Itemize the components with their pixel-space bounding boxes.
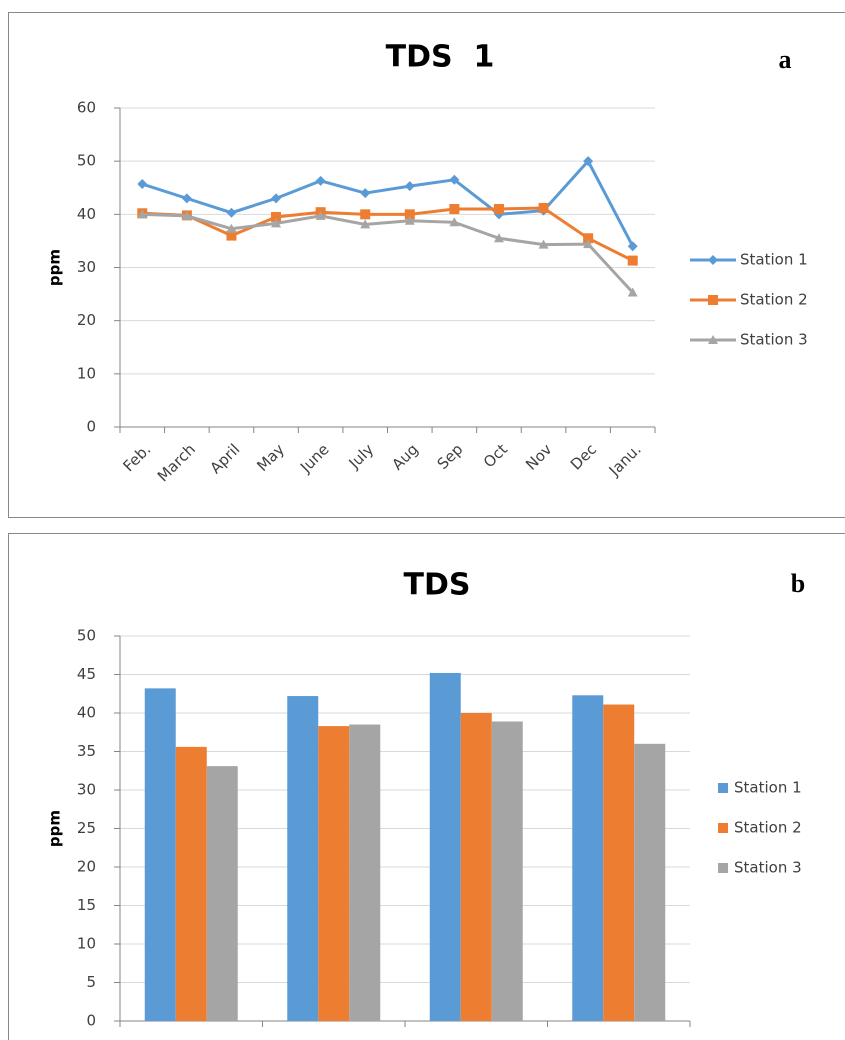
x-tick-label: June xyxy=(296,440,333,477)
marker xyxy=(583,239,594,249)
line xyxy=(141,158,635,247)
y-tick-label: 10 xyxy=(77,935,96,953)
marker xyxy=(404,215,415,225)
x-tick-label: Dec xyxy=(567,440,600,473)
marker xyxy=(449,217,460,227)
bar xyxy=(460,713,492,1021)
y-tick-label: 40 xyxy=(77,205,96,223)
x-tick-label: Sep xyxy=(434,440,467,473)
y-tick-label: 60 xyxy=(77,99,96,117)
marker xyxy=(271,218,282,228)
legend-swatch xyxy=(718,863,728,873)
annotation: a xyxy=(779,45,792,74)
marker xyxy=(404,181,415,192)
bar xyxy=(349,724,381,1021)
y-tick-label: 10 xyxy=(77,364,96,382)
line xyxy=(142,206,634,262)
x-tick-label: Feb. xyxy=(119,440,154,475)
y-tick-label: 5 xyxy=(86,973,96,991)
y-tick-label: 35 xyxy=(77,742,96,760)
marker xyxy=(404,209,415,220)
y-tick-label: 40 xyxy=(77,704,96,722)
bar xyxy=(572,695,604,1021)
marker xyxy=(360,209,371,220)
legend-swatch xyxy=(718,783,728,793)
y-axis-label: ppm xyxy=(46,810,64,847)
x-tick-label: July xyxy=(345,440,378,473)
marker xyxy=(226,223,237,233)
bar xyxy=(634,743,666,1021)
chart-border xyxy=(8,533,845,1040)
x-tick-label: Oct xyxy=(480,440,511,471)
marker xyxy=(315,210,326,220)
y-tick-label: 50 xyxy=(77,152,96,170)
legend-marker xyxy=(708,295,718,305)
marker xyxy=(449,204,460,215)
x-tick-label: Nov xyxy=(522,440,556,474)
y-tick-label: 45 xyxy=(77,665,96,683)
legend-marker xyxy=(708,255,718,265)
marker xyxy=(493,233,504,243)
marker xyxy=(226,207,237,218)
marker xyxy=(226,230,237,241)
legend-label: Station 3 xyxy=(740,331,808,349)
y-tick-label: 30 xyxy=(77,258,96,276)
marker xyxy=(583,156,594,167)
marker xyxy=(137,179,148,190)
bar xyxy=(318,726,350,1021)
y-tick-label: 30 xyxy=(77,781,96,799)
legend-marker xyxy=(708,335,718,344)
marker xyxy=(360,188,371,199)
marker xyxy=(137,209,148,219)
chart-b: TDSbppm05101520253035404550WinterSpringS… xyxy=(8,533,845,1040)
legend-label: Station 3 xyxy=(734,859,802,877)
x-tick-label: March xyxy=(154,440,199,485)
y-tick-label: 50 xyxy=(77,627,96,645)
chart-border xyxy=(8,12,845,518)
annotation: b xyxy=(791,569,805,598)
bar xyxy=(175,746,207,1021)
x-tick-label: April xyxy=(206,440,243,477)
legend-label: Station 1 xyxy=(734,779,802,797)
x-tick-label: Aug xyxy=(388,440,421,473)
y-tick-label: 20 xyxy=(77,311,96,329)
bar xyxy=(491,721,523,1021)
marker xyxy=(181,210,192,220)
marker xyxy=(583,233,594,244)
y-tick-label: 20 xyxy=(77,858,96,876)
marker xyxy=(271,193,282,204)
y-axis-label: ppm xyxy=(46,249,64,286)
marker xyxy=(627,255,638,266)
legend-swatch xyxy=(718,823,728,833)
marker xyxy=(271,211,282,222)
marker xyxy=(538,202,549,213)
chart-title: TDS 1 xyxy=(386,40,495,75)
marker xyxy=(538,239,549,249)
legend-label: Station 2 xyxy=(734,819,802,837)
marker xyxy=(181,193,192,204)
y-tick-label: 0 xyxy=(86,418,96,436)
marker xyxy=(627,287,638,297)
line xyxy=(142,212,634,294)
marker xyxy=(315,175,326,186)
bar xyxy=(206,766,238,1021)
legend-label: Station 1 xyxy=(740,251,808,269)
marker xyxy=(360,219,371,229)
marker xyxy=(627,241,638,252)
bar xyxy=(429,672,461,1021)
y-tick-label: 15 xyxy=(77,896,96,914)
y-tick-label: 25 xyxy=(77,819,96,837)
marker xyxy=(449,174,460,185)
marker xyxy=(493,204,504,215)
y-tick-label: 0 xyxy=(86,1012,96,1030)
legend-label: Station 2 xyxy=(740,291,808,309)
x-tick-label: Janu. xyxy=(605,440,645,480)
x-tick-label: May xyxy=(253,440,288,475)
bar xyxy=(287,696,319,1021)
chart-title: TDS xyxy=(404,568,471,603)
bar xyxy=(144,688,176,1021)
bar xyxy=(603,704,635,1021)
